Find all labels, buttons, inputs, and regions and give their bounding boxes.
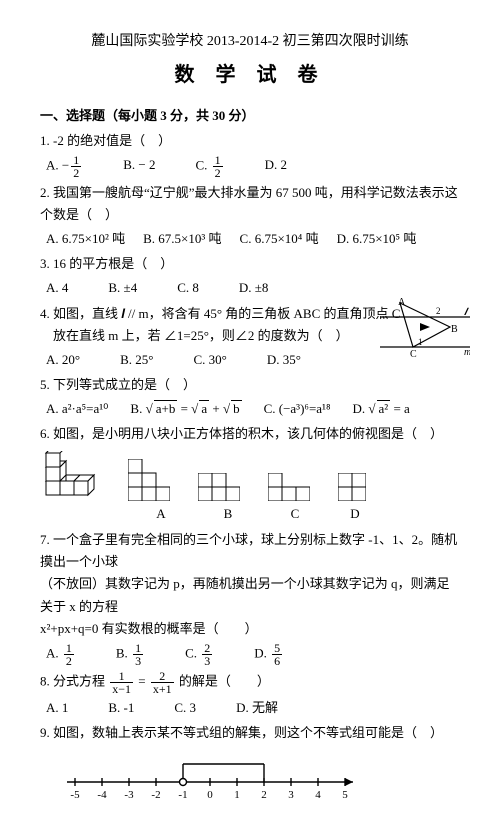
- q7-opt-d: D. 56: [254, 642, 284, 667]
- q6-opt-c-fig: [268, 473, 310, 501]
- svg-text:2: 2: [261, 789, 267, 801]
- q1-opt-c: C. 12: [196, 154, 225, 179]
- question-5: 5. 下列等式成立的是（ ） A. a²·a⁵=a¹⁰ B. a+b = a +…: [40, 374, 460, 420]
- svg-text:-4: -4: [97, 789, 107, 801]
- svg-text:-2: -2: [151, 789, 160, 801]
- question-8: 8. 分式方程 1x−1 = 2x+1 的解是（ ） A. 1 B. -1 C.…: [40, 670, 460, 719]
- q1-opt-a: A. −12: [46, 154, 83, 179]
- svg-text:1: 1: [234, 789, 240, 801]
- q2-opt-a: A. 6.75×10² 吨: [46, 228, 125, 250]
- q6-lbl-b: B: [207, 503, 249, 525]
- lbl-C: C: [410, 349, 417, 360]
- question-9: 9. 如图，数轴上表示某不等式组的解集，则这个不等式组可能是（ ） -5 -4 -3…: [40, 722, 460, 813]
- q5-stem: 5. 下列等式成立的是（ ）: [40, 374, 460, 396]
- question-1: 1. -2 的绝对值是（ ） A. −12 B. − 2 C. 12 D. 2: [40, 130, 460, 179]
- q6-labels: A B C D: [140, 503, 460, 525]
- lbl-l: 𝒍: [464, 307, 469, 318]
- q6-stem: 6. 如图，是小明用八块小正方体搭的积木，该几何体的俯视图是（ ）: [40, 423, 460, 445]
- q8-opt-d: D. 无解: [236, 697, 278, 719]
- q4-opt-b: B. 25°: [120, 349, 153, 371]
- q6-figures: [40, 451, 460, 501]
- q7-opt-b: B. 13: [116, 642, 145, 667]
- svg-text:-1: -1: [178, 789, 187, 801]
- q2-stem: 2. 我国第一艘航母“辽宁舰”最大排水量为 67 500 吨，用科学记数法表示这…: [40, 182, 460, 226]
- q3-opt-b: B. ±4: [108, 277, 137, 299]
- q2-opt-d: D. 6.75×10⁵ 吨: [337, 228, 417, 250]
- question-2: 2. 我国第一艘航母“辽宁舰”最大排水量为 67 500 吨，用科学记数法表示这…: [40, 182, 460, 250]
- question-7: 7. 一个盒子里有完全相同的三个小球，球上分别标上数字 -1、1、2。随机摸出一…: [40, 529, 460, 666]
- q8-pre: 8. 分式方程: [40, 673, 108, 688]
- svg-text:4: 4: [315, 789, 321, 801]
- q7-options: A. 12 B. 13 C. 23 D. 56: [46, 642, 460, 667]
- q1-opt-b: B. − 2: [123, 154, 155, 179]
- q5-opt-a: A. a²·a⁵=a¹⁰: [46, 398, 108, 420]
- q5-opt-c: C. (−a³)⁶=a¹⁸: [264, 398, 331, 420]
- question-6: 6. 如图，是小明用八块小正方体搭的积木，该几何体的俯视图是（ ）: [40, 423, 460, 525]
- lbl-1: 1: [418, 337, 423, 347]
- question-3: 3. 16 的平方根是（ ） A. 4 B. ±4 C. 8 D. ±8: [40, 253, 460, 299]
- q9-stem: 9. 如图，数轴上表示某不等式组的解集，则这个不等式组可能是（ ）: [40, 722, 460, 744]
- q6-opt-b-fig: [198, 473, 240, 501]
- q1-opt-d: D. 2: [265, 154, 287, 179]
- q4-opt-a: A. 20°: [46, 349, 80, 371]
- q8-options: A. 1 B. -1 C. 3 D. 无解: [46, 697, 460, 719]
- q8-post: 的解是（ ）: [179, 673, 270, 688]
- lbl-m: m: [464, 347, 470, 358]
- q7-stem3: x²+px+q=0 有实数根的概率是（ ）: [40, 618, 460, 640]
- q9-numberline: -5 -4 -3 -2 -1 0 1 2 3 4 5: [60, 752, 360, 806]
- q4-opt-c: C. 30°: [193, 349, 226, 371]
- lbl-2: 2: [436, 306, 441, 316]
- school-title: 麓山国际实验学校 2013-2014-2 初三第四次限时训练: [40, 30, 460, 50]
- q5-options: A. a²·a⁵=a¹⁰ B. a+b = a + b C. (−a³)⁶=a¹…: [46, 398, 460, 420]
- q6-lbl-a: A: [140, 503, 182, 525]
- lbl-B: B: [451, 324, 458, 335]
- q5-opt-d: D. a² = a: [352, 398, 409, 420]
- svg-text:0: 0: [207, 789, 213, 801]
- q6-3d: [40, 451, 100, 501]
- q3-opt-a: A. 4: [46, 277, 68, 299]
- q6-lbl-d: D: [341, 503, 369, 525]
- q7-opt-c: C. 23: [185, 642, 214, 667]
- exam-page: 麓山国际实验学校 2013-2014-2 初三第四次限时训练 数 学 试 卷 一…: [0, 0, 500, 836]
- q2-opt-c: C. 6.75×10⁴ 吨: [240, 228, 319, 250]
- section-1-heading: 一、选择题（每小题 3 分，共 30 分）: [40, 105, 460, 124]
- q8-opt-c: C. 3: [174, 697, 196, 719]
- lbl-A: A: [398, 297, 406, 308]
- q8-opt-a: A. 1: [46, 697, 68, 719]
- q6-opt-d-fig: [338, 473, 366, 501]
- q1-options: A. −12 B. − 2 C. 12 D. 2: [46, 154, 460, 179]
- svg-text:-3: -3: [124, 789, 134, 801]
- q3-stem: 3. 16 的平方根是（ ）: [40, 253, 460, 275]
- svg-text:-5: -5: [70, 789, 80, 801]
- q3-opt-d: D. ±8: [239, 277, 269, 299]
- svg-text:5: 5: [342, 789, 348, 801]
- q7-stem2: （不放回）其数字记为 p，再随机摸出另一个小球其数字记为 q，则满足关于 x 的…: [40, 573, 460, 617]
- q2-options: A. 6.75×10² 吨 B. 67.5×10³ 吨 C. 6.75×10⁴ …: [46, 228, 460, 250]
- question-4: 4. 如图，直线 𝒍 // m，将含有 45° 角的三角板 ABC 的直角顶点 …: [40, 303, 460, 371]
- q6-opt-a-fig: [128, 459, 170, 501]
- q7-stem1: 7. 一个盒子里有完全相同的三个小球，球上分别标上数字 -1、1、2。随机摸出一…: [40, 529, 460, 573]
- exam-title: 数 学 试 卷: [40, 58, 460, 87]
- q4-figure: A 𝒍 2 B m C 1: [380, 297, 470, 363]
- q3-opt-c: C. 8: [177, 277, 199, 299]
- q5-opt-b: B. a+b = a + b: [130, 398, 241, 420]
- q1-stem: 1. -2 的绝对值是（ ）: [40, 130, 460, 152]
- svg-text:3: 3: [288, 789, 294, 801]
- q2-opt-b: B. 67.5×10³ 吨: [143, 228, 221, 250]
- q7-opt-a: A. 12: [46, 642, 76, 667]
- q4-opt-d: D. 35°: [267, 349, 301, 371]
- q8-opt-b: B. -1: [108, 697, 134, 719]
- q6-lbl-c: C: [274, 503, 316, 525]
